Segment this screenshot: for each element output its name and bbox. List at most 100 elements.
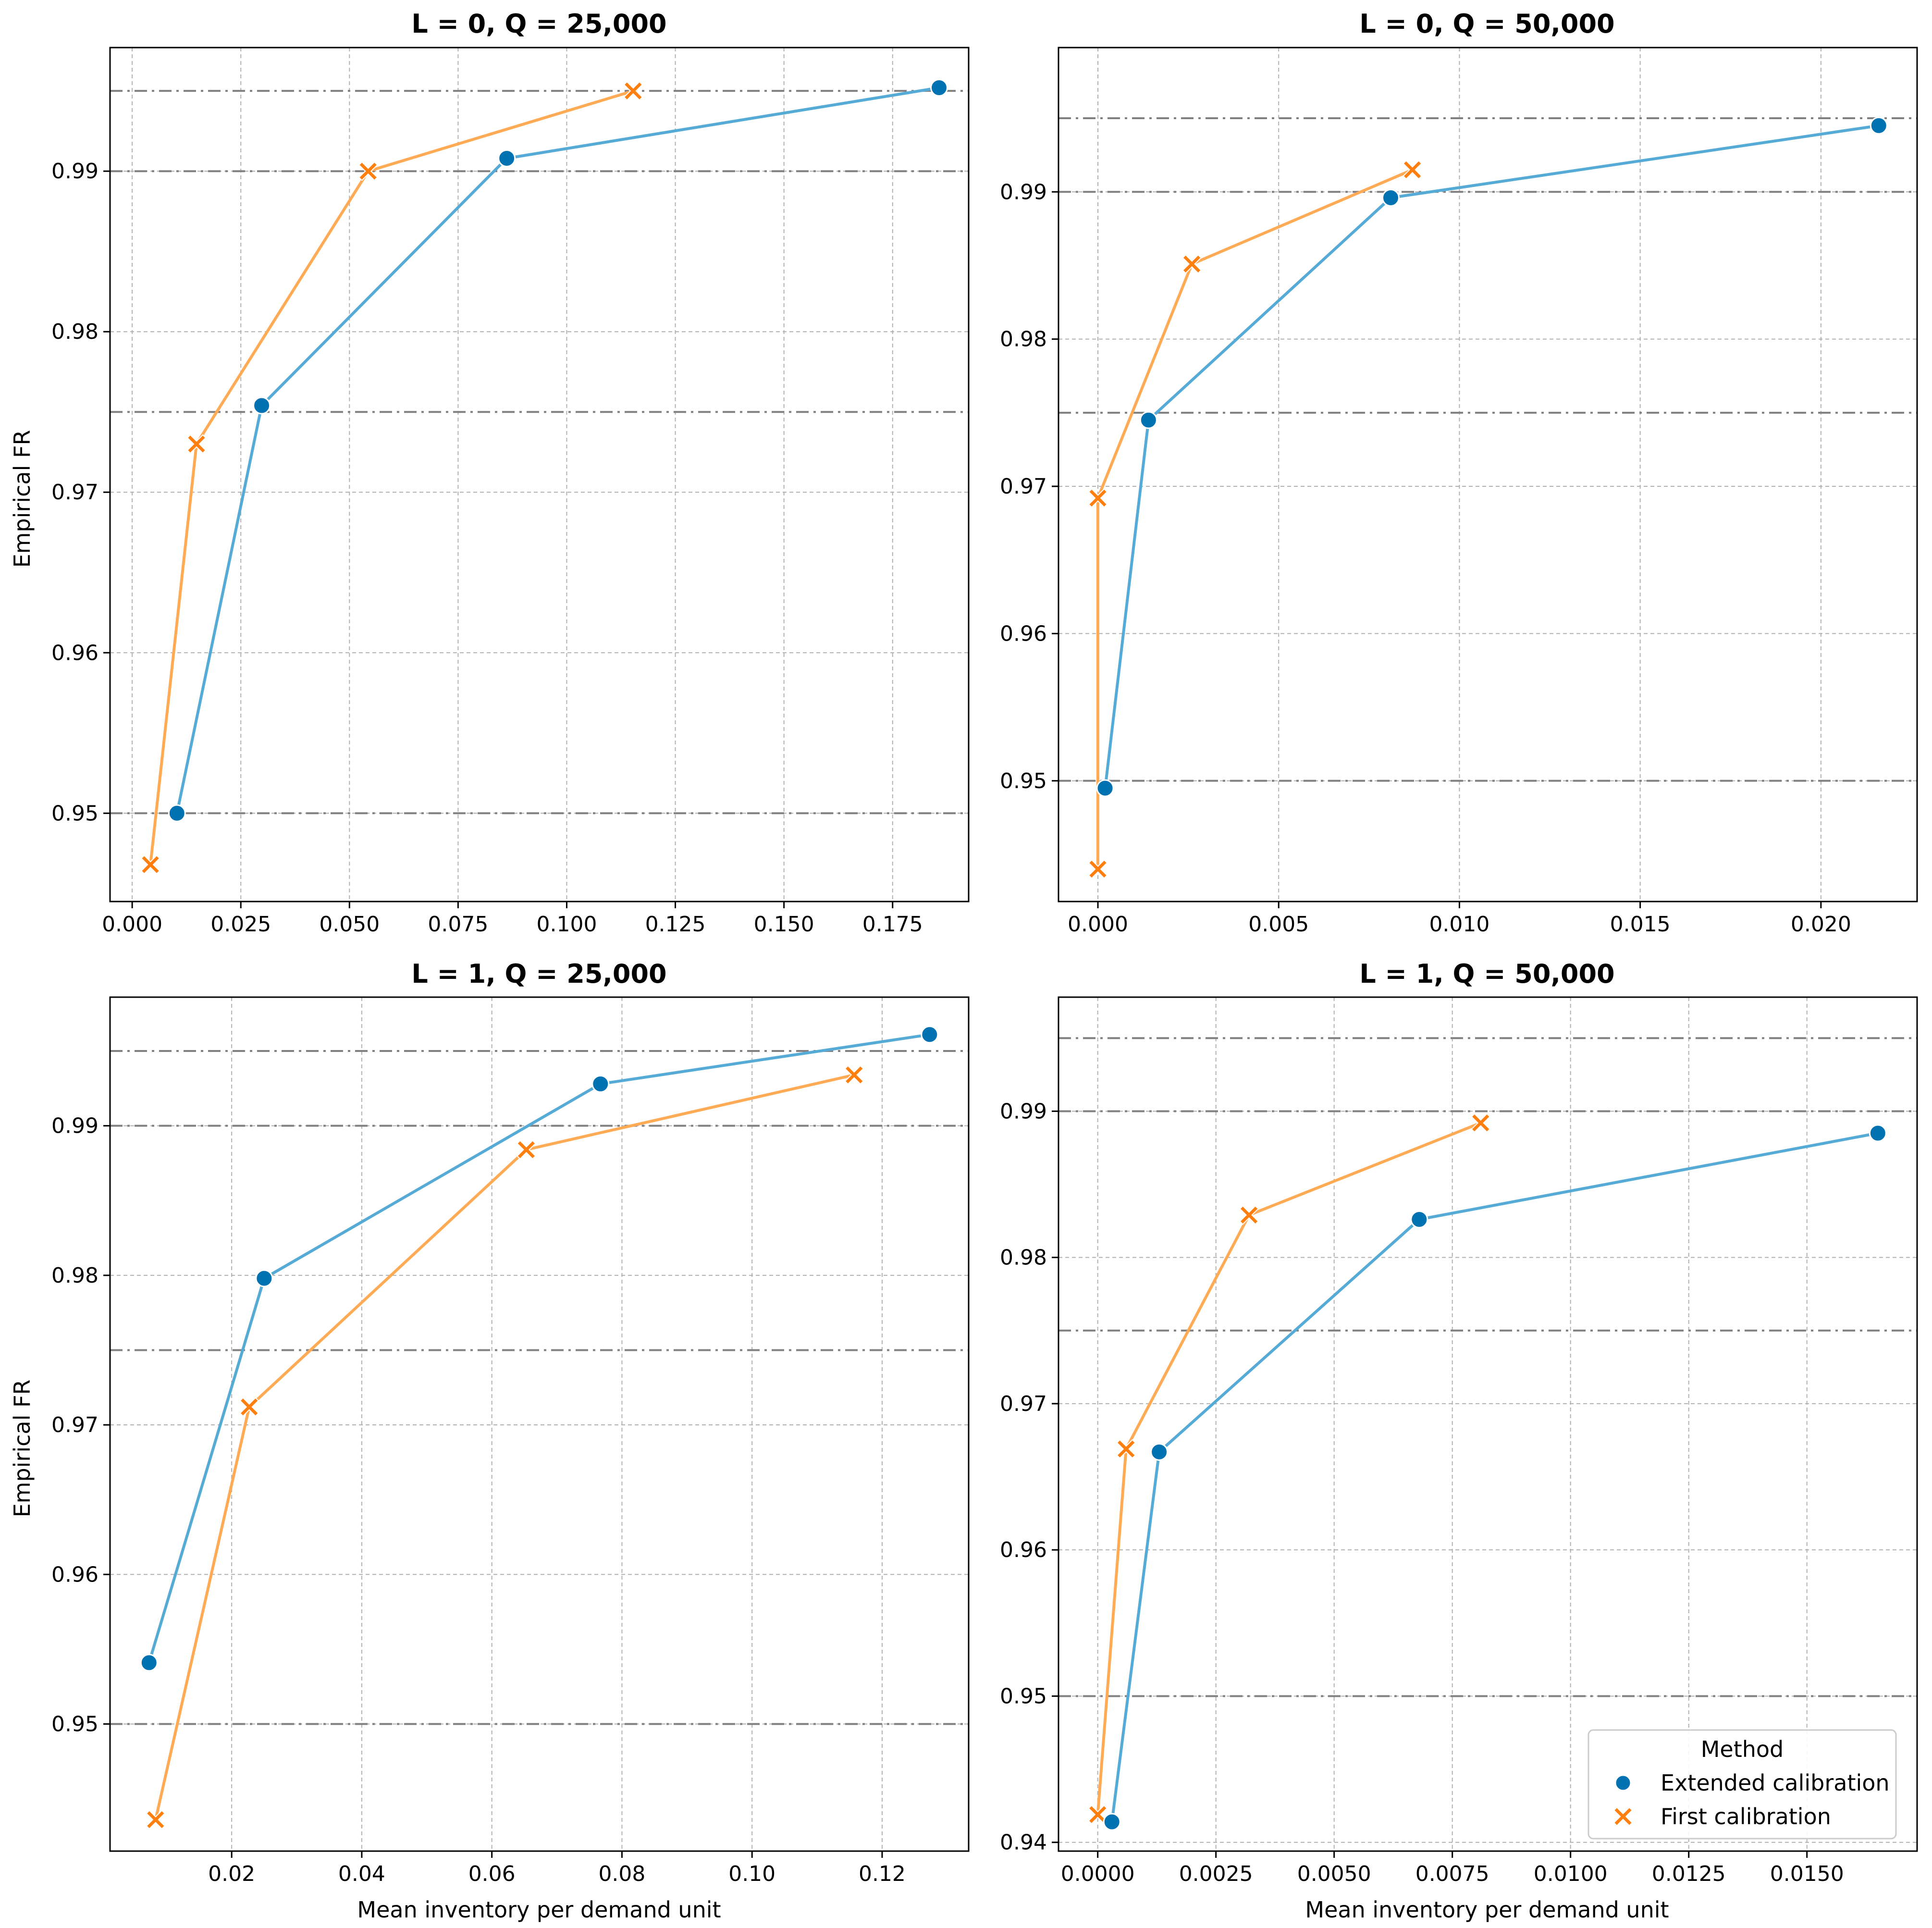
legend-marker-first (1613, 1806, 1633, 1827)
y-tick-label: 0.99 (51, 1114, 98, 1138)
series-layer (1088, 1113, 1887, 1831)
legend-marker-extended (1614, 1774, 1632, 1792)
y-tick-label: 0.97 (51, 1413, 98, 1437)
panel-l0-q50000: L = 0, Q = 50,000 0.000 0.005 0.010 0.015 0.… (1000, 9, 1918, 937)
extended-calibration-point (253, 396, 271, 415)
x-tick-label: 0.125 (645, 912, 706, 937)
y-tick-label: 0.97 (51, 480, 98, 505)
first-calibration-point (146, 1810, 166, 1830)
plot-frame (1058, 47, 1918, 902)
first-calibration-point (1471, 1113, 1491, 1133)
series-layer (1088, 116, 1888, 879)
grid-lines (110, 48, 969, 902)
panel-l1-q25000: L = 1, Q = 25,000 Empirical FR Mean inve… (9, 959, 970, 1923)
y-axis-label: Empirical FR (9, 430, 35, 568)
extended-calibration-point (1869, 1124, 1887, 1142)
plot-frame (109, 47, 970, 902)
first-calibration-point (1239, 1205, 1259, 1225)
extended-calibration-point (498, 149, 516, 167)
series-line-extended (175, 86, 939, 814)
first-calibration-point (140, 854, 160, 875)
x-axis-label: Mean inventory per demand unit (357, 1897, 721, 1923)
reference-lines (1058, 1037, 1917, 1697)
reference-lines (1058, 117, 1917, 782)
extended-calibration-point (1410, 1211, 1428, 1229)
first-calibration-point (239, 1397, 259, 1417)
extended-calibration-point (1096, 779, 1114, 797)
y-tick-label: 0.96 (51, 641, 98, 665)
extended-calibration-point (930, 79, 948, 97)
series-line-extended (148, 1033, 930, 1663)
y-tick-label: 0.95 (1000, 1684, 1047, 1708)
y-tick-label: 0.99 (1000, 180, 1047, 204)
series-line-first (149, 89, 634, 865)
x-tick-label: 0.000 (1068, 912, 1128, 937)
x-tick-label: 0.0050 (1297, 1862, 1371, 1886)
x-tick-label: 0.075 (428, 912, 488, 937)
first-calibration-point (1182, 254, 1202, 274)
extended-calibration-point (1150, 1443, 1169, 1461)
series-line-first (1096, 168, 1413, 869)
series-line-first (154, 1073, 855, 1820)
x-tick-label: 0.02 (208, 1862, 255, 1886)
tick-marks: 0.0000 0.0025 0.0050 0.0075 0.0100 0.0125 0.01… (1000, 1099, 1844, 1886)
x-tick-label: 0.015 (1610, 912, 1671, 937)
plot-frame (109, 996, 970, 1852)
y-tick-label: 0.96 (51, 1562, 98, 1587)
x-tick-label: 0.100 (536, 912, 597, 937)
first-calibration-point (186, 434, 207, 454)
grid-lines (1058, 997, 1917, 1851)
y-tick-label: 0.97 (1000, 1392, 1047, 1416)
extended-calibration-point (1139, 411, 1157, 429)
x-tick-label: 0.08 (598, 1862, 645, 1886)
tick-marks: 0.02 0.04 0.06 0.08 0.10 0.12 0.95 0.96 0.97 0.98… (51, 1114, 906, 1886)
panel-title: L = 1, Q = 50,000 (1359, 959, 1614, 989)
grid-lines (1058, 48, 1917, 902)
x-tick-label: 0.0000 (1061, 1862, 1135, 1886)
x-tick-label: 0.020 (1791, 912, 1851, 937)
y-tick-label: 0.96 (1000, 1538, 1047, 1562)
y-tick-label: 0.95 (1000, 769, 1047, 793)
first-calibration-point (1088, 859, 1108, 879)
y-tick-label: 0.98 (51, 320, 98, 344)
series-layer (140, 1026, 939, 1830)
first-calibration-point (844, 1065, 864, 1085)
plot-frame (1058, 996, 1918, 1852)
legend-box (1587, 1729, 1897, 1840)
panel-l1-q50000: L = 1, Q = 50,000 Mean inventory per dem… (1000, 959, 1918, 1923)
y-tick-label: 0.98 (1000, 327, 1047, 352)
x-tick-label: 0.0100 (1534, 1862, 1608, 1886)
panel-l0-q25000: L = 0, Q = 25,000 Empirical FR 0.000 0.02… (9, 9, 970, 937)
first-calibration-point (1088, 488, 1108, 508)
x-tick-label: 0.150 (754, 912, 814, 937)
series-line-extended (1104, 124, 1879, 789)
extended-calibration-point (591, 1075, 610, 1093)
panel-title: L = 1, Q = 25,000 (411, 959, 666, 989)
y-tick-label: 0.97 (1000, 474, 1047, 499)
panel-title: L = 0, Q = 50,000 (1359, 9, 1614, 39)
x-tick-label: 0.0150 (1770, 1862, 1844, 1886)
x-tick-label: 0.050 (319, 912, 380, 937)
extended-calibration-point (1870, 116, 1888, 135)
x-tick-label: 0.005 (1248, 912, 1309, 937)
grid-lines (110, 997, 969, 1851)
panel-title: L = 0, Q = 25,000 (411, 9, 666, 39)
extended-calibration-point (921, 1026, 939, 1044)
legend-title: Method (1701, 1736, 1784, 1762)
extended-calibration-point (140, 1654, 158, 1672)
x-tick-label: 0.010 (1429, 912, 1489, 937)
y-tick-label: 0.95 (51, 1712, 98, 1736)
reference-lines (110, 90, 969, 815)
series-line-first (1096, 1121, 1481, 1815)
y-tick-label: 0.99 (51, 159, 98, 184)
legend: Method Extended calibration First calibr… (1587, 1729, 1897, 1840)
first-calibration-point (1116, 1439, 1136, 1459)
y-tick-label: 0.99 (1000, 1099, 1047, 1124)
legend-label-first: First calibration (1661, 1804, 1831, 1829)
y-tick-label: 0.96 (1000, 621, 1047, 646)
x-tick-label: 0.04 (338, 1862, 385, 1886)
x-axis-label: Mean inventory per demand unit (1305, 1897, 1669, 1923)
first-calibration-point (623, 81, 643, 101)
first-calibration-point (1403, 160, 1423, 180)
